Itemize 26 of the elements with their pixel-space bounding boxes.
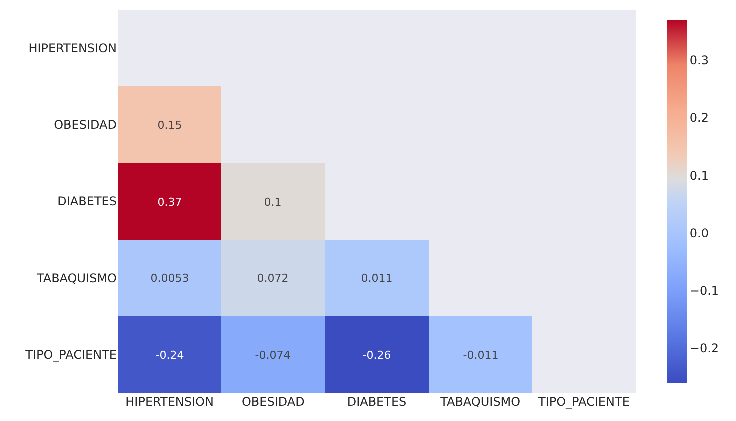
data-label: -0.26 — [362, 348, 392, 362]
data-label: -0.24 — [156, 348, 184, 362]
color-bar-label: 0.2 — [690, 111, 709, 126]
x-tick-label: DIABETES — [347, 395, 407, 409]
data-label: 0.37 — [158, 196, 182, 209]
x-tick-label: OBESIDAD — [242, 395, 305, 409]
x-tick-label: TIPO_PACIENTE — [537, 395, 630, 409]
y-tick-label: TIPO_PACIENTE — [24, 348, 117, 362]
data-label: 0.0053 — [150, 272, 190, 285]
x-tick-label: HIPERTENSION — [126, 395, 214, 409]
data-label: -0.074 — [255, 348, 291, 362]
y-tick-label: HIPERTENSION — [28, 42, 117, 56]
color-bar-label: −0.1 — [690, 284, 720, 298]
data-label: 0.011 — [361, 272, 393, 285]
y-tick-label: DIABETES — [58, 194, 117, 209]
color-bar-label: 0.1 — [690, 168, 709, 183]
y-tick-label: OBESIDAD — [54, 118, 117, 132]
data-label: -0.011 — [463, 348, 499, 362]
color-bar-label: 0.0 — [690, 226, 709, 240]
color-bar-label: −0.2 — [690, 342, 720, 356]
data-label: 0.1 — [264, 196, 282, 209]
data-label: 0.15 — [158, 118, 182, 132]
color-bar-label: 0.3 — [690, 54, 709, 68]
x-tick-label: TABAQUISMO — [440, 395, 521, 409]
y-tick-label: TABAQUISMO — [36, 271, 117, 286]
data-label: 0.072 — [257, 272, 289, 285]
